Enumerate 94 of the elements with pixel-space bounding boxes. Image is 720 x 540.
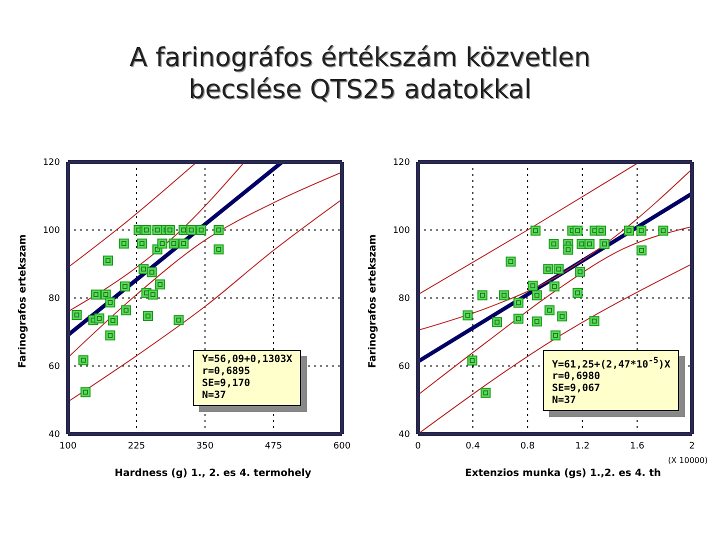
y-tick-label: 80 bbox=[398, 294, 410, 304]
point bbox=[120, 281, 130, 292]
line-series bbox=[418, 168, 692, 331]
annotation: Y=56,09+0,1303X r=0,6895 SE=9,170 N=37 bbox=[193, 350, 302, 406]
point bbox=[80, 387, 91, 398]
point bbox=[164, 225, 175, 235]
point bbox=[143, 311, 154, 322]
y-tick-label: 120 bbox=[42, 158, 60, 168]
point bbox=[105, 297, 116, 308]
x-tick-label: 0 bbox=[415, 441, 422, 452]
point bbox=[572, 288, 583, 298]
line-series bbox=[418, 226, 692, 396]
point bbox=[196, 225, 206, 235]
x-tick-label: 100 bbox=[59, 441, 77, 452]
point bbox=[550, 330, 561, 340]
point bbox=[596, 226, 606, 236]
y-axis-title: Farinografos ertekszam bbox=[18, 234, 29, 368]
point bbox=[94, 313, 104, 324]
x-tick-label: 1.2 bbox=[575, 441, 590, 452]
y-tick-label: 120 bbox=[392, 158, 410, 168]
point bbox=[121, 305, 132, 316]
point bbox=[544, 305, 555, 316]
point bbox=[584, 238, 595, 249]
point bbox=[513, 298, 524, 308]
point bbox=[146, 267, 157, 278]
point bbox=[554, 264, 564, 274]
point bbox=[480, 388, 491, 398]
line-series bbox=[68, 198, 342, 402]
point bbox=[108, 315, 118, 326]
point bbox=[103, 256, 114, 266]
point bbox=[138, 264, 149, 274]
chart-title: A farinográfos értékszám közvetlen becslése QTS25 adatokkal bbox=[128, 42, 592, 106]
point bbox=[528, 280, 538, 291]
y-tick-label: 100 bbox=[42, 226, 60, 236]
point bbox=[543, 264, 554, 274]
point bbox=[100, 290, 111, 300]
point bbox=[157, 238, 168, 249]
point bbox=[548, 238, 559, 249]
x-tick-label: 0.4 bbox=[466, 441, 480, 452]
point bbox=[152, 225, 162, 235]
point bbox=[513, 314, 524, 324]
point bbox=[506, 256, 516, 267]
x-tick-label: 0.8 bbox=[520, 441, 536, 452]
point bbox=[105, 330, 116, 340]
point bbox=[549, 281, 560, 292]
point bbox=[636, 245, 647, 256]
point bbox=[572, 226, 583, 236]
y-tick-label: 60 bbox=[48, 362, 60, 372]
x-tick-label: 1.6 bbox=[630, 441, 645, 452]
x-tick-label: 225 bbox=[128, 441, 146, 452]
point bbox=[658, 226, 668, 236]
x-tick-label: 600 bbox=[333, 441, 351, 452]
point bbox=[90, 290, 101, 300]
point bbox=[589, 316, 600, 326]
point bbox=[72, 310, 82, 320]
point bbox=[532, 316, 542, 326]
text: Y=61,25+(2,47*10$^{-5}$)X r=0,6980 SE=9,067 N=37 bbox=[552, 355, 670, 406]
x-tick-label: 350 bbox=[196, 441, 214, 452]
y-tick-label: 80 bbox=[48, 294, 60, 304]
point bbox=[557, 311, 568, 322]
point bbox=[563, 244, 574, 255]
y-axis-title: Farinografos ertekszam bbox=[368, 234, 379, 368]
x-axis-title: Extenzios munka (gs) 1.,2. es 4. th bbox=[464, 468, 662, 479]
point bbox=[532, 290, 542, 300]
x-tick-label: 475 bbox=[264, 441, 282, 452]
point bbox=[214, 244, 224, 254]
x-axis-title: Hardness (g) 1., 2. es 4. termohely bbox=[114, 468, 312, 479]
point bbox=[148, 290, 158, 300]
line-series bbox=[68, 162, 245, 312]
point bbox=[186, 225, 196, 235]
x-tick-label: 2 bbox=[689, 441, 695, 452]
point bbox=[462, 310, 473, 320]
text: (X 10000) bbox=[668, 456, 708, 465]
point bbox=[477, 290, 488, 300]
point bbox=[118, 238, 129, 249]
point bbox=[214, 225, 224, 235]
point bbox=[467, 356, 478, 366]
point bbox=[174, 315, 184, 326]
point bbox=[492, 317, 502, 328]
point bbox=[78, 355, 88, 366]
point bbox=[499, 290, 510, 300]
point bbox=[599, 238, 610, 249]
y-tick-label: 40 bbox=[398, 430, 410, 440]
point bbox=[155, 279, 166, 290]
y-tick-label: 60 bbox=[398, 362, 410, 372]
point bbox=[168, 238, 179, 249]
y-tick-label: 100 bbox=[392, 226, 410, 236]
y-tick-label: 40 bbox=[48, 430, 60, 440]
point bbox=[636, 226, 646, 236]
point bbox=[624, 226, 634, 236]
point bbox=[530, 226, 541, 236]
point bbox=[178, 238, 189, 249]
point bbox=[136, 238, 147, 249]
point bbox=[575, 266, 586, 277]
